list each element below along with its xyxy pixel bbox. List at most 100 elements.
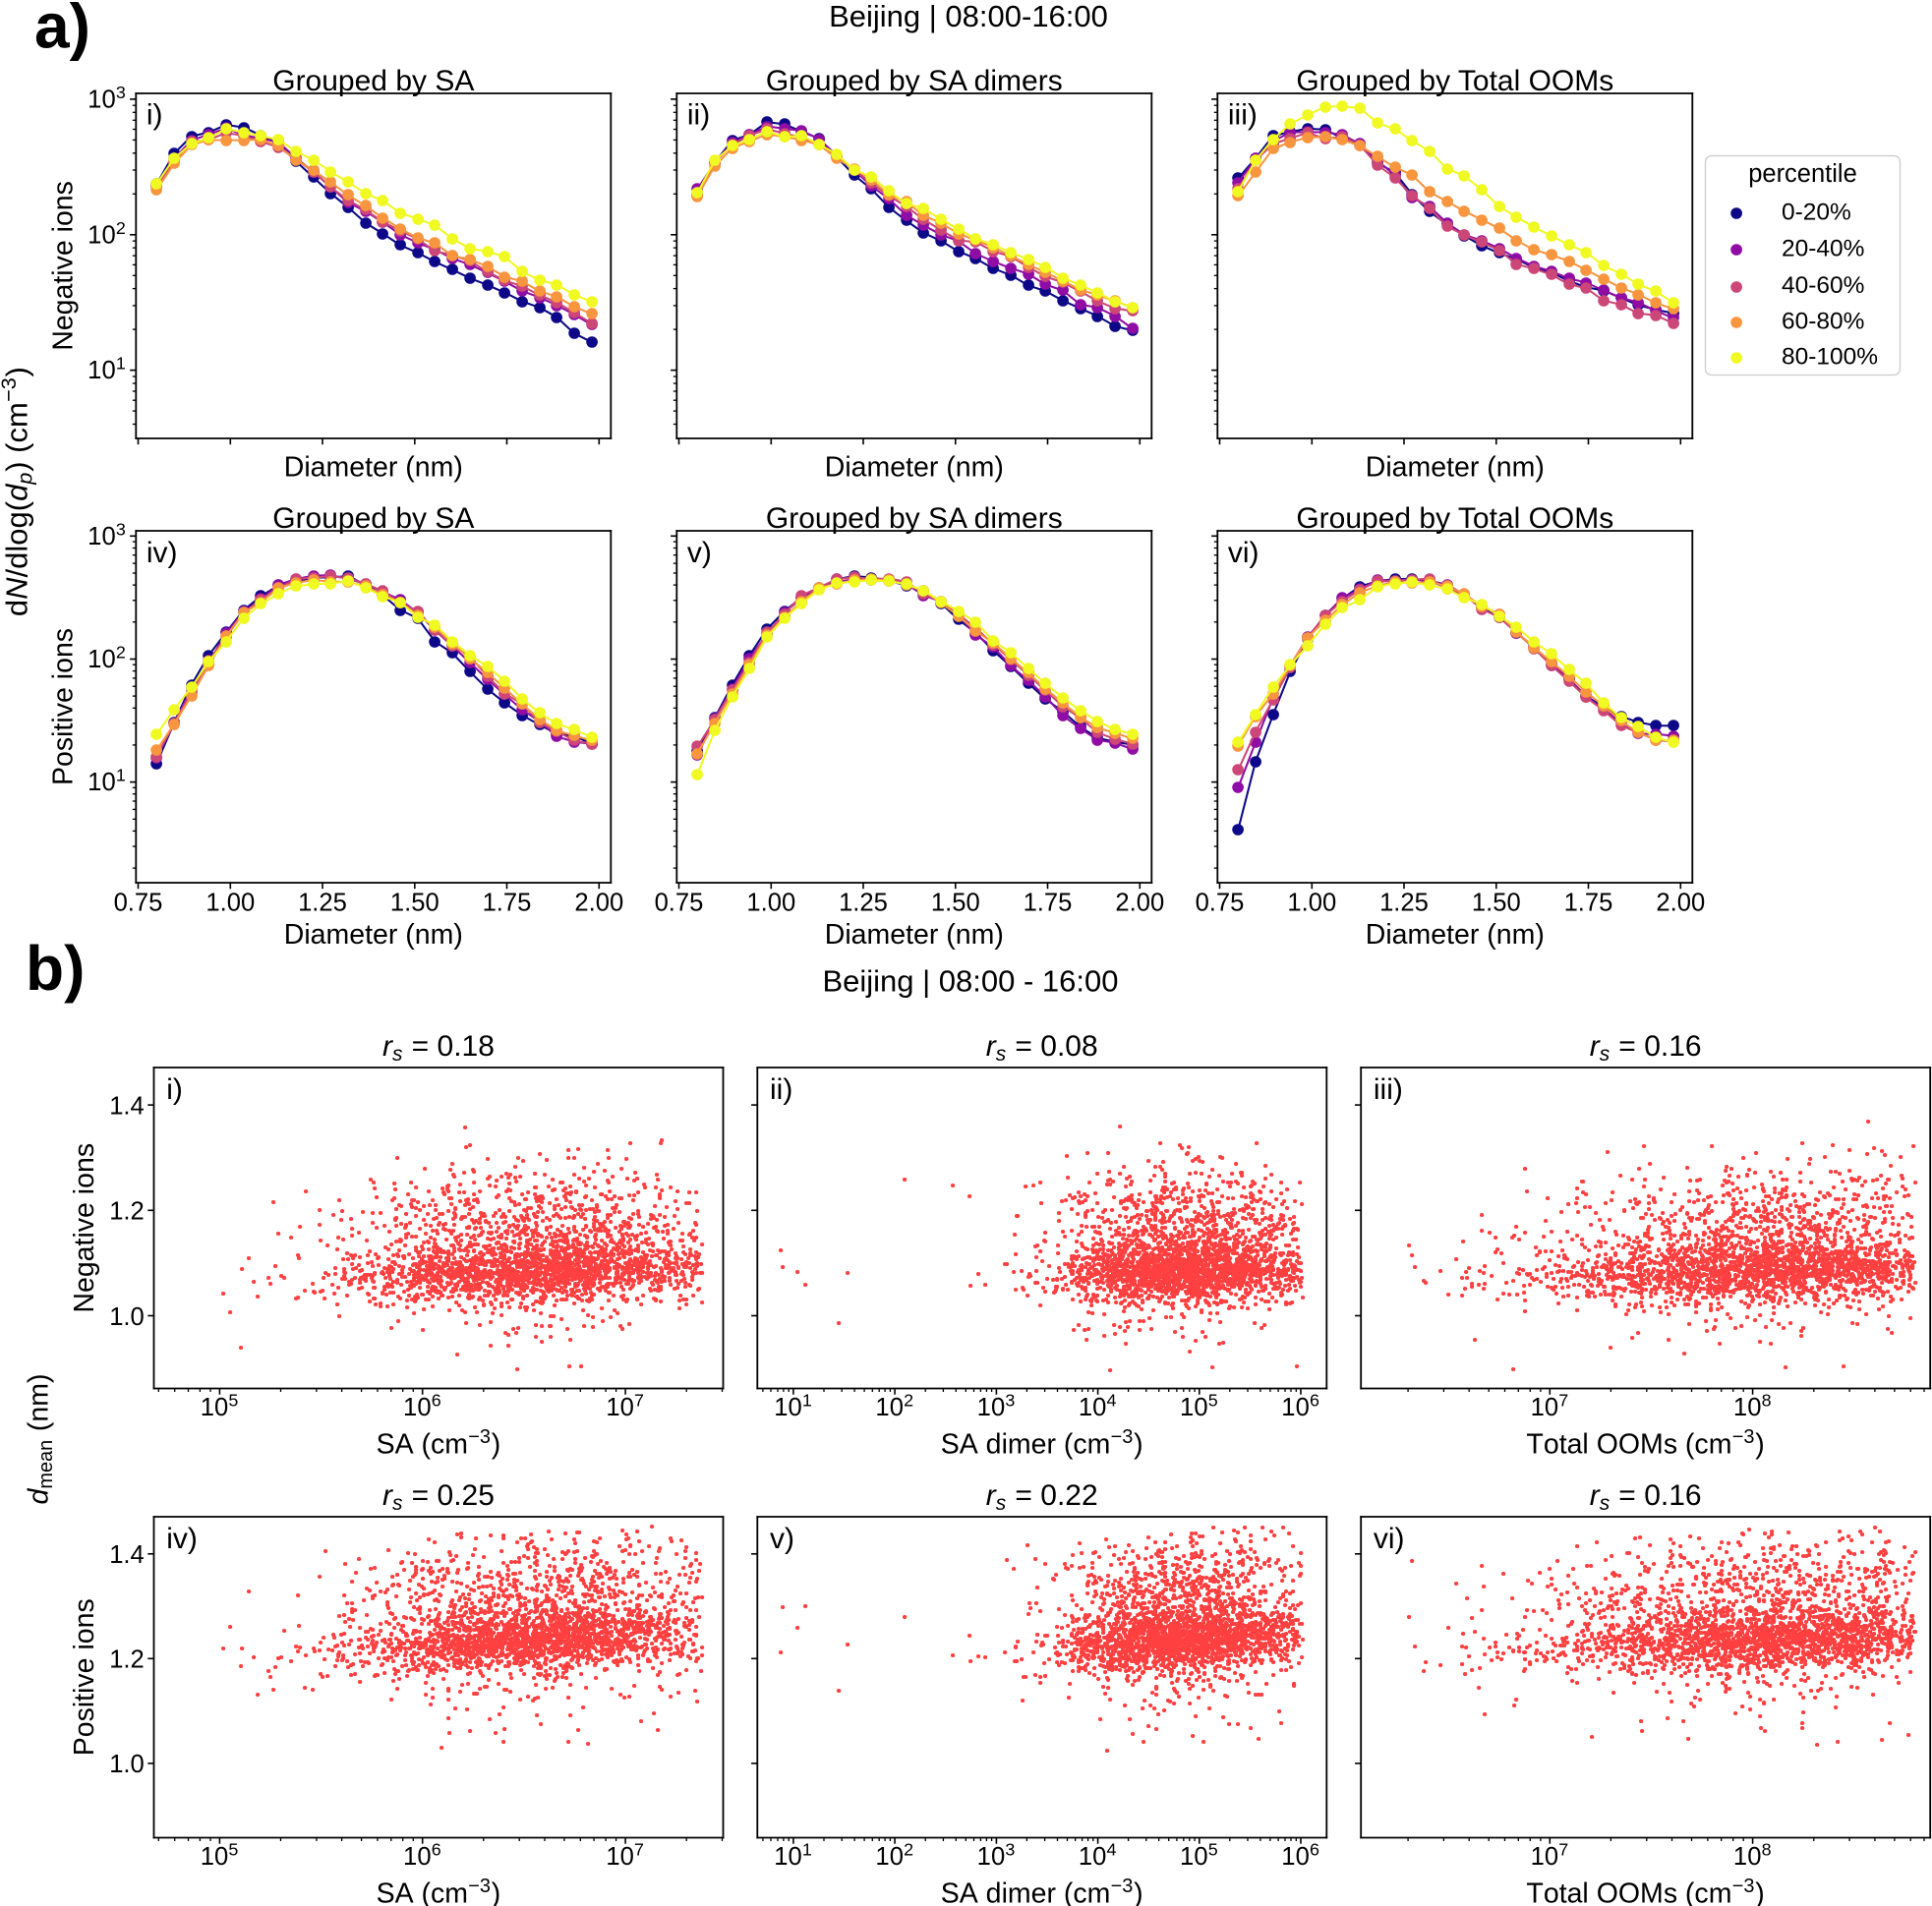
svg-text:2.00: 2.00: [1656, 889, 1705, 916]
svg-text:1 0 2: 1 0 2: [88, 218, 126, 250]
svg-text:Diameter (nm): Diameter (nm): [825, 451, 1004, 483]
svg-text:r s = 0 . 1 6: r s = 0 . 1 6: [1590, 1479, 1702, 1515]
svg-text:r s = 0 . 1 6: r s = 0 . 1 6: [1590, 1030, 1702, 1066]
svg-text:1 0 3: 1 0 3: [88, 83, 126, 114]
svg-text:1 0 1: 1 0 1: [774, 1839, 812, 1871]
svg-text:1.4: 1.4: [109, 1541, 145, 1569]
svg-text:1 0 3: 1 0 3: [977, 1390, 1016, 1421]
svg-text:80-100%: 80-100%: [1782, 344, 1878, 371]
svg-text:Grouped by SA: Grouped by SA: [272, 502, 474, 535]
svg-text:1 0 6: 1 0 6: [1281, 1839, 1319, 1871]
svg-text:Negative ions: Negative ions: [47, 181, 79, 351]
svg-text:1.25: 1.25: [1379, 889, 1429, 916]
svg-text:d m e a n ( n m ): d m e a n ( n m ): [23, 1374, 57, 1505]
svg-text:S A d i m e r ( c m ) − 3: S A d i m e r ( c m ) − 3: [941, 1426, 1147, 1461]
svg-text:1 0 6: 1 0 6: [403, 1390, 441, 1421]
svg-text:S A ( c m ) − 3: S A ( c m ) − 3: [377, 1426, 505, 1461]
svg-text:i): i): [146, 99, 163, 132]
svg-text:Positive ions: Positive ions: [47, 628, 79, 785]
svg-text:Grouped by Total OOMs: Grouped by Total OOMs: [1296, 502, 1613, 535]
svg-text:Positive ions: Positive ions: [69, 1598, 100, 1756]
svg-text:1.75: 1.75: [1564, 889, 1613, 916]
svg-text:r s = 0 . 2 5: r s = 0 . 2 5: [382, 1479, 495, 1515]
svg-text:1 0 2: 1 0 2: [88, 642, 126, 673]
svg-text:S A d i m e r ( c m ) − 3: S A d i m e r ( c m ) − 3: [941, 1876, 1147, 1906]
svg-text:vi): vi): [1374, 1523, 1405, 1555]
svg-text:a): a): [34, 0, 90, 62]
svg-text:2.00: 2.00: [574, 889, 623, 916]
svg-text:0.75: 0.75: [655, 889, 704, 916]
svg-text:1 0 3: 1 0 3: [977, 1839, 1016, 1871]
svg-text:1.00: 1.00: [205, 889, 255, 916]
svg-text:Beijing | 08:00 - 16:00: Beijing | 08:00 - 16:00: [822, 964, 1118, 999]
svg-text:1 0 5: 1 0 5: [1180, 1390, 1218, 1421]
svg-text:1.00: 1.00: [746, 889, 795, 916]
svg-text:r s = 0 . 2 2: r s = 0 . 2 2: [986, 1479, 1098, 1515]
svg-text:1 0 7: 1 0 7: [1531, 1839, 1569, 1871]
svg-text:1.75: 1.75: [483, 889, 532, 916]
svg-text:1 0 6: 1 0 6: [1281, 1390, 1319, 1421]
svg-text:20-40%: 20-40%: [1782, 235, 1864, 261]
svg-text:vi): vi): [1228, 537, 1259, 569]
svg-text:1 0 1: 1 0 1: [88, 353, 126, 384]
svg-text:1.25: 1.25: [298, 889, 347, 916]
svg-text:T o t a l O O M s ( c m ): T o t a l O O M s ( c m ) − 3: [1526, 1876, 1769, 1906]
svg-text:percentile: percentile: [1748, 160, 1857, 188]
svg-text:Grouped by SA dimers: Grouped by SA dimers: [766, 65, 1063, 97]
svg-text:d / d l o g ( ) ( c m ) N d: d / d l o g ( ) ( c m ) N d p − 3: [0, 363, 36, 616]
svg-text:1 0 5: 1 0 5: [201, 1839, 239, 1871]
svg-text:0.75: 0.75: [1196, 889, 1245, 916]
svg-text:1 0 4: 1 0 4: [1079, 1839, 1117, 1871]
svg-text:1.75: 1.75: [1024, 889, 1073, 916]
svg-text:iii): iii): [1374, 1073, 1403, 1106]
svg-text:Diameter (nm): Diameter (nm): [825, 919, 1004, 951]
svg-text:0-20%: 0-20%: [1782, 200, 1851, 226]
svg-text:0.75: 0.75: [114, 889, 163, 916]
svg-text:60-80%: 60-80%: [1782, 309, 1864, 335]
svg-text:1.2: 1.2: [109, 1646, 145, 1674]
svg-text:iv): iv): [166, 1523, 198, 1555]
svg-text:2.00: 2.00: [1115, 889, 1164, 916]
svg-text:Diameter (nm): Diameter (nm): [284, 919, 463, 951]
svg-text:iii): iii): [1228, 99, 1258, 132]
svg-text:Grouped by Total OOMs: Grouped by Total OOMs: [1296, 65, 1613, 97]
svg-text:1 0 1: 1 0 1: [88, 765, 126, 796]
svg-text:1 0 5: 1 0 5: [201, 1390, 239, 1421]
svg-text:T o t a l O O M s ( c m ): T o t a l O O M s ( c m ) − 3: [1526, 1426, 1769, 1461]
svg-text:1 0 8: 1 0 8: [1733, 1839, 1772, 1871]
svg-text:1.50: 1.50: [390, 889, 439, 916]
svg-text:1.00: 1.00: [1287, 889, 1336, 916]
svg-text:1.0: 1.0: [109, 1303, 145, 1331]
svg-text:Grouped by SA dimers: Grouped by SA dimers: [766, 502, 1063, 535]
svg-text:Diameter (nm): Diameter (nm): [1366, 451, 1545, 483]
svg-text:1.0: 1.0: [109, 1751, 145, 1778]
svg-text:1 0 3: 1 0 3: [88, 519, 126, 550]
svg-text:1 0 6: 1 0 6: [403, 1839, 441, 1871]
svg-text:1 0 7: 1 0 7: [606, 1839, 644, 1871]
svg-text:1.4: 1.4: [109, 1092, 145, 1120]
svg-text:1.50: 1.50: [931, 889, 980, 916]
svg-text:1.2: 1.2: [109, 1198, 145, 1226]
svg-text:40-60%: 40-60%: [1782, 272, 1864, 299]
svg-text:1 0 2: 1 0 2: [875, 1839, 913, 1871]
svg-text:i): i): [166, 1073, 183, 1106]
svg-text:b): b): [26, 933, 85, 1004]
svg-text:r s = 0 . 1 8: r s = 0 . 1 8: [382, 1030, 495, 1066]
svg-text:ii): ii): [687, 99, 710, 132]
svg-text:1 0 4: 1 0 4: [1079, 1390, 1117, 1421]
svg-text:ii): ii): [770, 1073, 792, 1106]
svg-text:iv): iv): [146, 537, 178, 569]
svg-text:Negative ions: Negative ions: [69, 1143, 100, 1313]
svg-text:v): v): [687, 537, 712, 569]
svg-text:Beijing | 08:00-16:00: Beijing | 08:00-16:00: [829, 0, 1108, 33]
svg-text:r s = 0 . 0 8: r s = 0 . 0 8: [986, 1030, 1098, 1066]
svg-text:1 0 2: 1 0 2: [875, 1390, 913, 1421]
svg-text:1 0 8: 1 0 8: [1733, 1390, 1772, 1421]
svg-text:Diameter (nm): Diameter (nm): [1366, 919, 1545, 951]
svg-text:S A ( c m ) − 3: S A ( c m ) − 3: [377, 1876, 505, 1906]
svg-text:1 0 1: 1 0 1: [774, 1390, 812, 1421]
svg-text:v): v): [770, 1523, 794, 1555]
svg-text:Diameter (nm): Diameter (nm): [284, 451, 463, 483]
svg-text:Grouped by SA: Grouped by SA: [272, 65, 474, 97]
svg-text:1 0 7: 1 0 7: [606, 1390, 644, 1421]
